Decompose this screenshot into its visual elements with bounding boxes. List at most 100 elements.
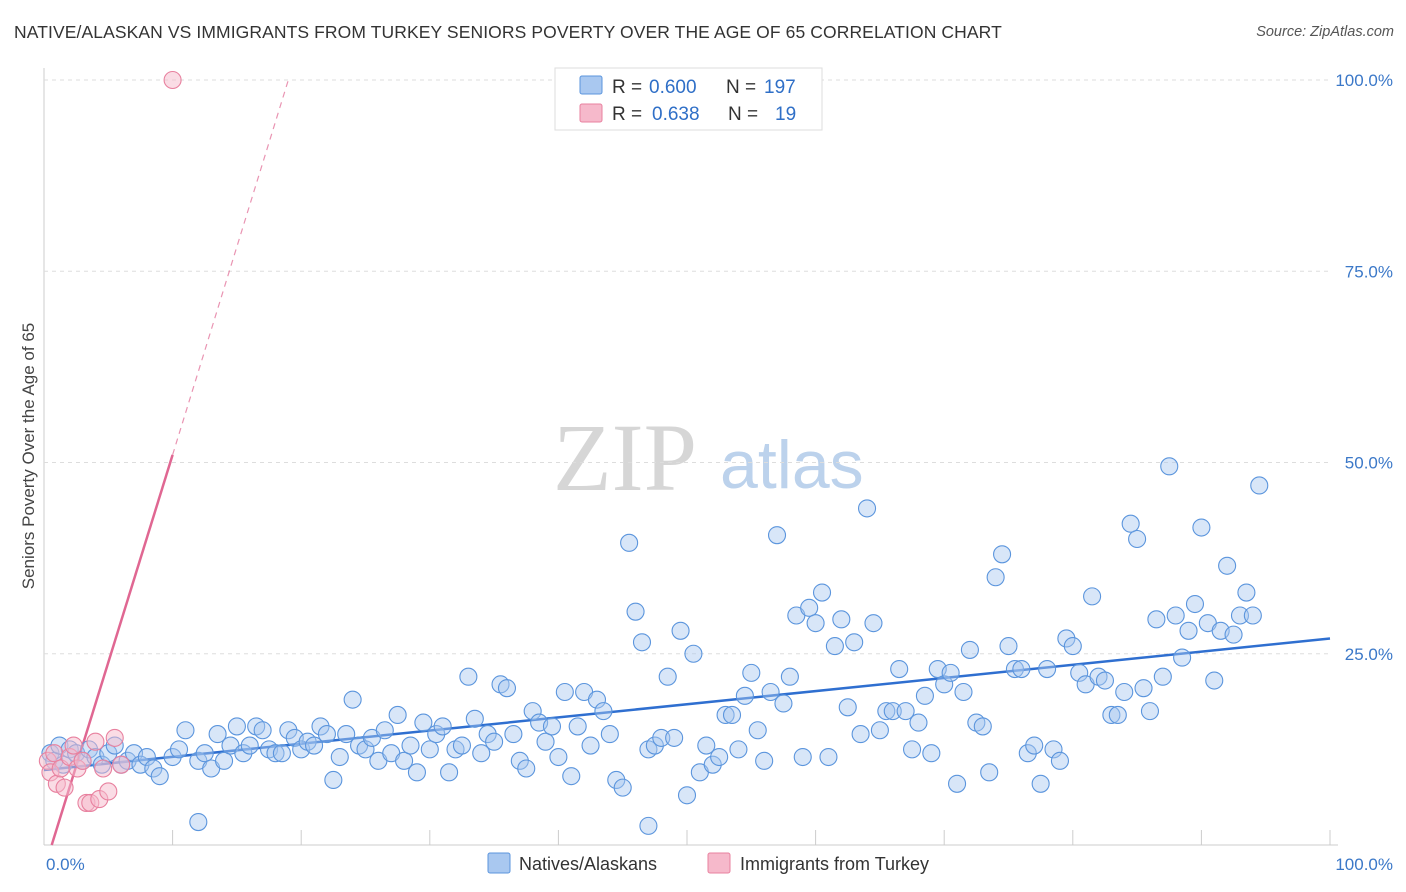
y-axis-title: Seniors Poverty Over the Age of 65 [19, 323, 38, 589]
point-natives-79 [555, 682, 574, 702]
point-turkey-5 [55, 778, 74, 797]
point-natives-159 [1070, 663, 1089, 682]
point-natives-132 [896, 702, 915, 721]
point-natives-87 [607, 770, 626, 790]
point-natives-74 [523, 702, 542, 721]
point-natives-41 [311, 717, 330, 736]
point-natives-81 [568, 717, 587, 736]
point-natives-114 [780, 667, 799, 686]
point-natives-95 [658, 667, 677, 686]
point-natives-172 [1153, 667, 1172, 686]
legend-n-value-natives: 197 [764, 77, 796, 98]
point-natives-57 [414, 713, 433, 732]
point-natives-80 [562, 767, 581, 786]
point-natives-134 [909, 713, 928, 732]
chart-title: NATIVE/ALASKAN VS IMMIGRANTS FROM TURKEY… [14, 22, 1002, 42]
point-natives-158 [1063, 637, 1082, 656]
point-natives-35 [272, 744, 291, 763]
point-turkey-9 [73, 751, 92, 770]
point-natives-174 [1166, 606, 1185, 625]
point-natives-108 [742, 663, 761, 682]
point-natives-103 [710, 747, 729, 767]
point-natives-18 [150, 767, 169, 786]
point-natives-94 [652, 728, 671, 747]
bottom-legend-swatch-turkey [707, 852, 731, 874]
point-natives-180 [1205, 671, 1224, 690]
point-natives-105 [722, 705, 742, 725]
y-tick-label-3: 100.0% [1335, 71, 1393, 90]
point-natives-48 [356, 740, 375, 759]
point-turkey-16 [105, 728, 124, 747]
point-natives-90 [626, 602, 645, 621]
point-turkey-18 [163, 70, 182, 90]
legend-n-label-turkey: N = [728, 104, 758, 125]
point-natives-168 [1128, 529, 1147, 549]
point-natives-51 [375, 721, 394, 740]
point-natives-110 [755, 751, 774, 770]
point-natives-155 [1044, 740, 1063, 759]
point-natives-165 [1108, 705, 1127, 725]
legend-swatch-turkey [579, 103, 603, 123]
point-natives-146 [986, 568, 1005, 587]
point-natives-70 [497, 679, 517, 698]
point-natives-25 [208, 725, 227, 744]
point-natives-101 [697, 736, 716, 755]
point-natives-126 [857, 499, 877, 518]
watermark-zip: ZIP [553, 404, 697, 511]
point-natives-150 [1012, 659, 1031, 679]
point-natives-139 [941, 663, 960, 682]
point-natives-77 [542, 717, 562, 736]
point-natives-188 [189, 812, 208, 832]
point-natives-99 [684, 644, 703, 663]
point-natives-127 [864, 614, 883, 633]
point-natives-129 [877, 702, 896, 721]
point-natives-88 [613, 778, 632, 797]
point-natives-43 [324, 770, 343, 790]
point-natives-17 [144, 759, 163, 778]
point-natives-67 [478, 725, 497, 744]
legend-r-value-turkey: 0.638 [652, 104, 700, 125]
point-natives-64 [459, 667, 478, 686]
point-natives-138 [935, 675, 954, 694]
point-natives-68 [485, 732, 504, 751]
point-turkey-7 [64, 736, 83, 755]
point-natives-98 [677, 786, 697, 805]
point-natives-166 [1115, 682, 1134, 702]
point-natives-59 [427, 725, 446, 744]
point-natives-46 [343, 690, 362, 709]
point-natives-84 [587, 690, 607, 709]
point-natives-54 [395, 751, 414, 770]
x-tick-label-1: 100.0% [1335, 855, 1393, 874]
bottom-legend-label-natives: Natives/Alaskans [519, 854, 657, 874]
point-turkey-15 [99, 782, 118, 801]
point-natives-153 [1031, 774, 1050, 793]
point-natives-152 [1025, 736, 1044, 755]
point-natives-149 [1005, 659, 1024, 679]
source-label: Source: ZipAtlas.com [1256, 24, 1394, 40]
point-natives-128 [870, 721, 889, 740]
point-natives-187 [1250, 476, 1269, 495]
point-natives-185 [1237, 583, 1256, 602]
point-natives-131 [890, 659, 909, 679]
point-natives-145 [980, 763, 999, 782]
point-natives-34 [266, 744, 285, 763]
point-natives-148 [999, 637, 1018, 656]
point-natives-26 [214, 751, 234, 770]
point-natives-156 [1050, 751, 1069, 770]
point-natives-16 [137, 747, 156, 767]
point-natives-45 [337, 725, 356, 744]
point-natives-76 [536, 732, 555, 751]
point-natives-30 [240, 736, 259, 755]
point-natives-182 [1218, 556, 1237, 575]
point-natives-117 [800, 598, 819, 617]
point-natives-29 [234, 744, 253, 763]
point-natives-66 [472, 744, 491, 763]
point-natives-36 [279, 721, 298, 740]
point-natives-56 [407, 763, 426, 782]
point-natives-63 [452, 736, 472, 755]
point-turkey-12 [86, 732, 105, 751]
point-natives-136 [922, 744, 941, 763]
trend-line-turkey-extended [172, 79, 289, 456]
point-natives-120 [819, 747, 838, 767]
